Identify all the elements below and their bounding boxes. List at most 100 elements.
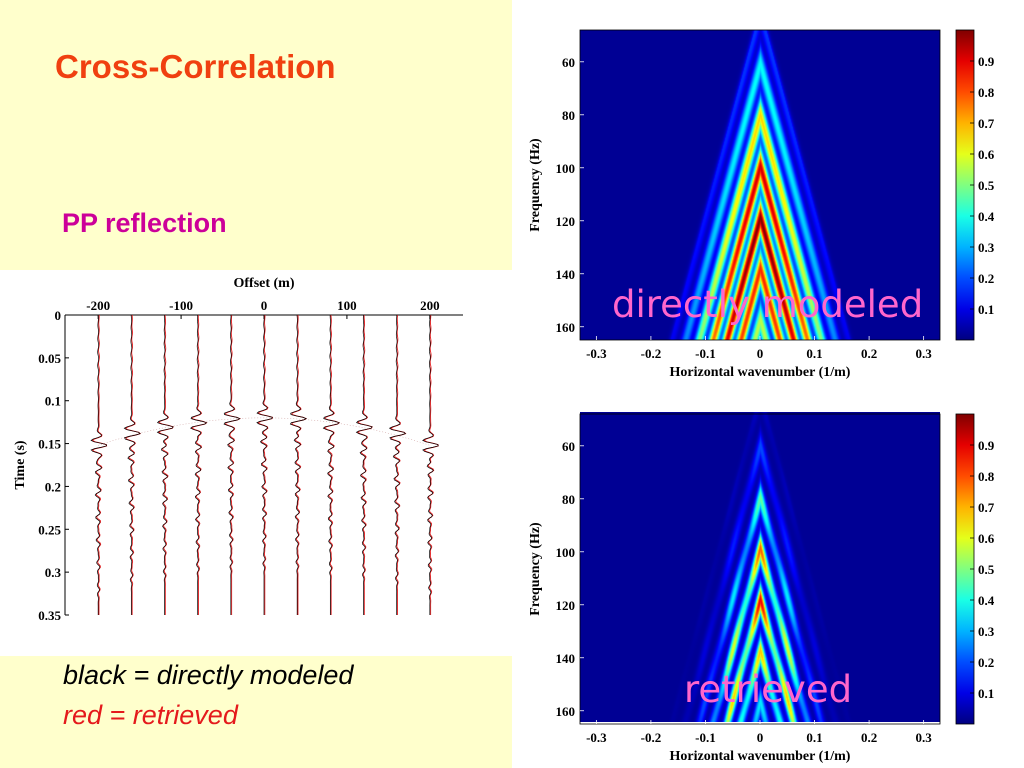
x-tick-label: 0 <box>261 298 268 313</box>
x-tick-label: 0.2 <box>861 730 877 745</box>
colorbar-tick-label: 0.1 <box>978 686 994 701</box>
trace-retrieved <box>157 314 174 615</box>
heatmap-image <box>580 412 940 722</box>
trace-directly-modeled <box>256 314 273 615</box>
x-tick-label: -0.1 <box>695 730 716 745</box>
legend-panel <box>0 656 512 768</box>
y-axis-label: Frequency (Hz) <box>528 138 543 232</box>
x-tick-label: 200 <box>420 298 440 313</box>
y-tick-label: 160 <box>556 320 576 335</box>
heatmap-image <box>580 30 940 340</box>
trace-retrieved <box>124 314 142 615</box>
trace-retrieved <box>390 314 407 615</box>
trace-directly-modeled <box>223 314 241 615</box>
trace-directly-modeled <box>322 314 340 615</box>
colorbar-tick-label: 0.8 <box>978 85 995 100</box>
y-tick-label: 0.2 <box>45 479 61 494</box>
wiggle-traces <box>90 314 439 615</box>
x-tick-label: -0.3 <box>586 730 607 745</box>
legend-red: red = retrieved <box>63 700 238 730</box>
trace-directly-modeled <box>422 314 439 615</box>
x-tick-label: 0.1 <box>806 346 822 361</box>
wiggle-trace-chart: Offset (m) -200 -100 0 100 200 Time (s) 0 0.05 0.… <box>13 276 463 623</box>
colorbar-tick-label: 0.6 <box>978 147 995 162</box>
trace-retrieved <box>423 314 439 615</box>
colorbar-tick-label: 0.6 <box>978 531 995 546</box>
trace-directly-modeled <box>156 314 174 615</box>
trace-retrieved <box>91 314 108 615</box>
colorbar-tick-label: 0.9 <box>978 54 995 69</box>
y-tick-label: 0.1 <box>45 394 61 409</box>
trace-retrieved <box>291 314 308 615</box>
x-tick-label: 0.2 <box>861 346 877 361</box>
x-tick-label: 0 <box>757 346 764 361</box>
heatmap-axes-retrieved: -0.3 -0.2 -0.1 0 0.1 0.2 0.3 Horizontal wavenum… <box>528 413 995 764</box>
x-axis-label: Offset (m) <box>233 276 294 291</box>
legend-black: black = directly modeled <box>63 660 354 690</box>
x-tick-label: 0.1 <box>806 730 822 745</box>
trace-retrieved <box>356 314 373 615</box>
x-tick-label: -0.1 <box>695 346 716 361</box>
x-tick-label: 0.3 <box>916 346 933 361</box>
colorbar-tick-label: 0.3 <box>978 240 995 255</box>
trace-retrieved <box>191 314 208 615</box>
x-axis-label: Horizontal wavenumber (1/m) <box>670 365 851 380</box>
y-axis-label: Time (s) <box>13 440 28 489</box>
y-tick-label: 80 <box>562 108 575 123</box>
slide-title: Cross-Correlation <box>55 48 336 85</box>
title-panel <box>0 0 512 270</box>
heatmap-annotation: directly modeled <box>612 283 924 326</box>
colorbar-tick-label: 0.1 <box>978 302 994 317</box>
heatmap-annotation: retrieved <box>684 668 853 711</box>
x-axis-label: Horizontal wavenumber (1/m) <box>670 749 851 764</box>
colorbar-tick-label: 0.5 <box>978 178 995 193</box>
y-tick-label: 60 <box>562 55 575 70</box>
x-tick-label: 0 <box>757 730 764 745</box>
y-tick-label: 0 <box>55 308 62 323</box>
heatmap-retrieved <box>580 412 940 722</box>
y-tick-label: 0.05 <box>38 351 61 366</box>
y-tick-label: 120 <box>556 214 576 229</box>
y-tick-label: 80 <box>562 492 575 507</box>
trace-directly-modeled <box>190 314 208 615</box>
heatmap-directly-modeled <box>580 30 940 340</box>
trace-directly-modeled <box>289 314 307 615</box>
y-tick-label: 0.35 <box>38 608 61 623</box>
y-tick-label: 120 <box>556 598 576 613</box>
trace-retrieved <box>224 314 241 615</box>
colorbar-tick-label: 0.9 <box>978 438 995 453</box>
x-tick-label: -100 <box>169 298 193 313</box>
y-tick-label: 140 <box>556 651 576 666</box>
colorbar-tick-label: 0.7 <box>978 500 995 515</box>
slide-subtitle: PP reflection <box>62 208 227 238</box>
y-tick-label: 140 <box>556 267 576 282</box>
reflection-hyperbola <box>98 417 430 446</box>
trace-directly-modeled <box>388 314 407 615</box>
trace-directly-modeled <box>123 314 141 615</box>
colorbar-tick-label: 0.2 <box>978 271 994 286</box>
x-tick-label: -0.2 <box>641 730 662 745</box>
colorbar-tick-label: 0.4 <box>978 593 995 608</box>
trace-retrieved <box>323 314 341 615</box>
y-tick-label: 100 <box>556 545 576 560</box>
x-tick-label: -200 <box>86 298 110 313</box>
y-axis-label: Frequency (Hz) <box>528 522 543 616</box>
colorbar-tick-label: 0.3 <box>978 624 995 639</box>
colorbar-tick-label: 0.4 <box>978 209 995 224</box>
x-tick-label: -0.2 <box>641 346 662 361</box>
y-tick-label: 60 <box>562 439 575 454</box>
x-tick-label: 100 <box>337 298 357 313</box>
colorbar-tick-label: 0.5 <box>978 562 995 577</box>
y-tick-label: 0.25 <box>38 522 61 537</box>
colorbar-tick-label: 0.7 <box>978 116 995 131</box>
colorbar-tick-label: 0.8 <box>978 469 995 484</box>
heatmap-axes-directly-modeled: -0.3 -0.2 -0.1 0 0.1 0.2 0.3 Horizontal wavenum… <box>528 29 995 380</box>
x-tick-label: -0.3 <box>586 346 607 361</box>
y-tick-label: 0.3 <box>45 565 62 580</box>
y-tick-label: 0.15 <box>38 437 61 452</box>
colorbar-tick-label: 0.2 <box>978 655 994 670</box>
y-tick-label: 160 <box>556 704 576 719</box>
trace-retrieved <box>257 314 274 615</box>
wiggle-axes: Offset (m) -200 -100 0 100 200 Time (s) 0 0.05 0.… <box>13 276 463 623</box>
x-tick-label: 0.3 <box>916 730 933 745</box>
